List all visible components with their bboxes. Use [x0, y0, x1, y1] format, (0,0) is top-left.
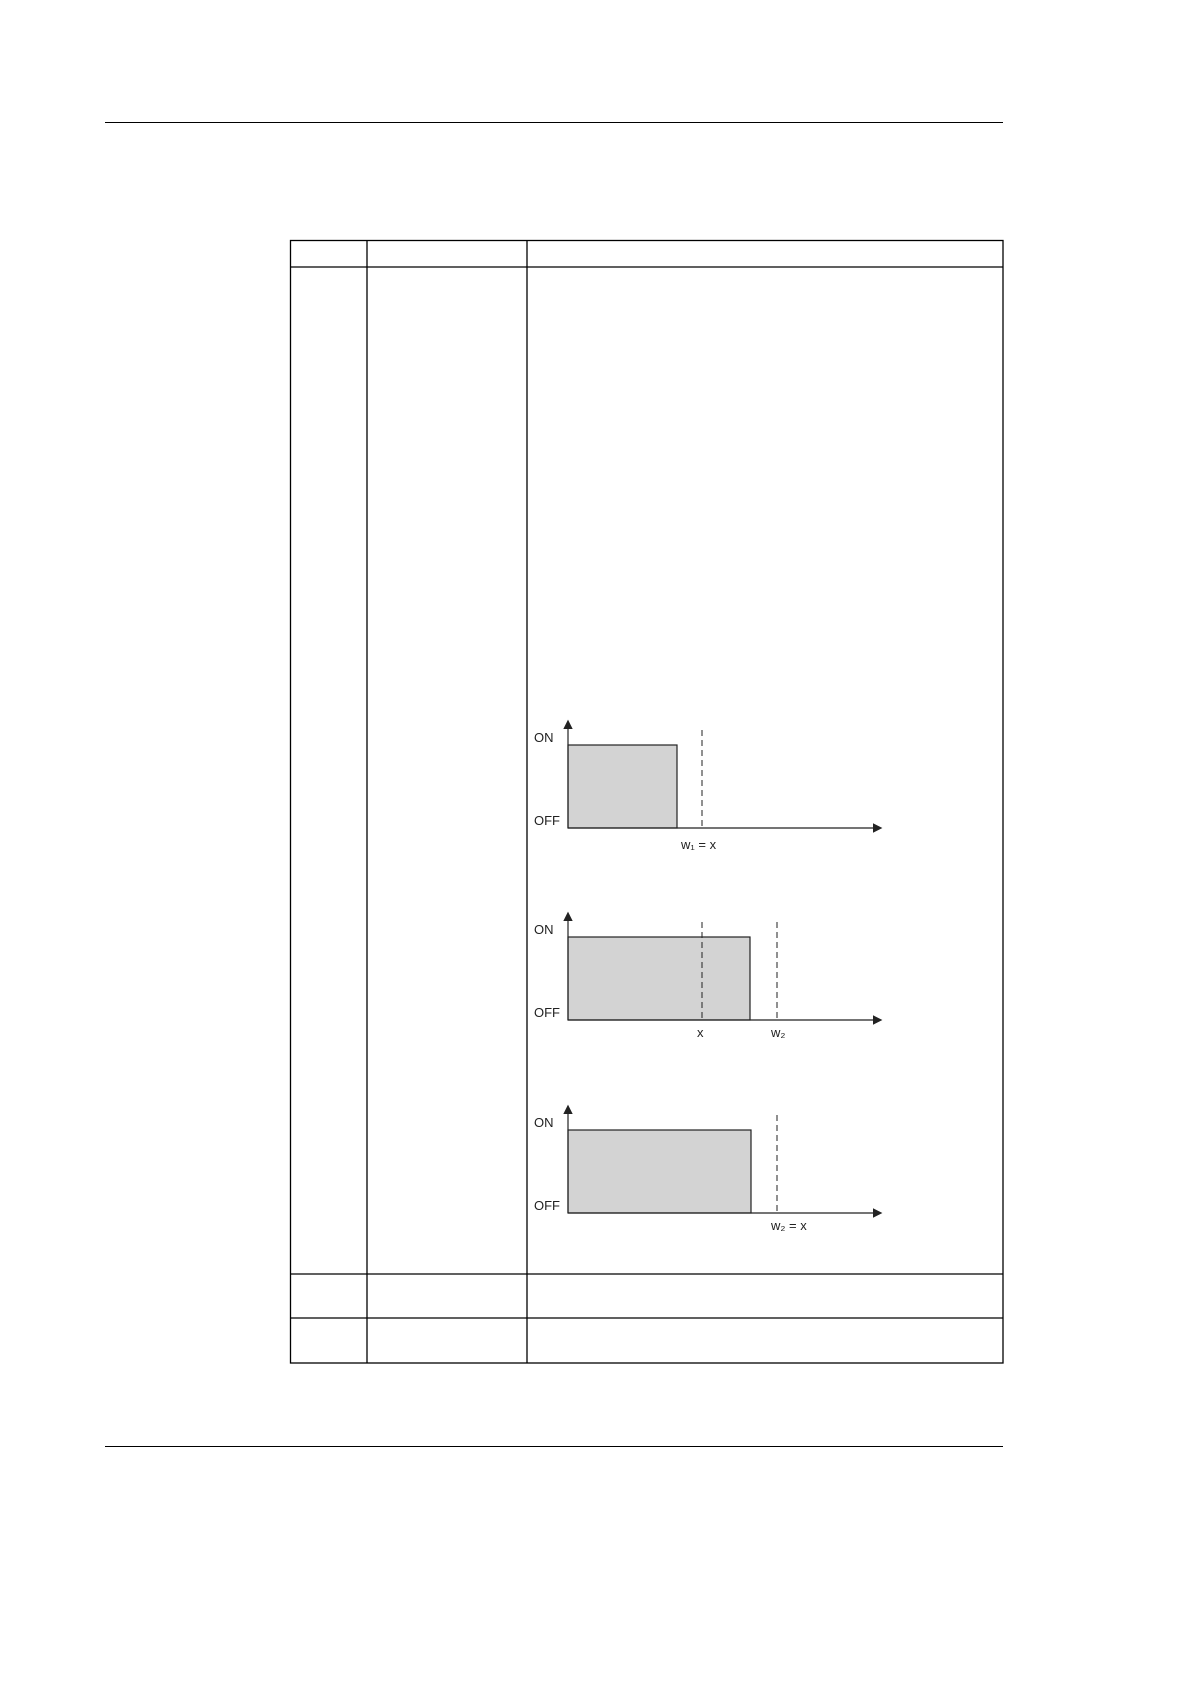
footer-rule — [105, 1446, 1003, 1447]
off-label: OFF — [534, 1198, 560, 1213]
on-label: ON — [534, 1115, 554, 1130]
table-border — [289, 239, 1004, 1364]
diagram-2: ON OFF x w₂ — [534, 911, 883, 1040]
w2-label: w₂ — [770, 1025, 785, 1040]
on-label: ON — [534, 922, 554, 937]
x-label: w₁ = x — [680, 837, 717, 852]
table — [289, 239, 1004, 1364]
diagram-1: ON OFF w₁ = x — [534, 719, 883, 852]
on-period-bar — [567, 1129, 752, 1214]
off-label: OFF — [534, 1005, 560, 1020]
off-label: OFF — [534, 813, 560, 828]
x-label: x — [697, 1025, 704, 1040]
x-label: w₂ = x — [770, 1218, 807, 1233]
on-period-bar — [567, 936, 751, 1021]
on-period-bar — [567, 744, 678, 829]
on-label: ON — [534, 730, 554, 745]
diagram-3: ON OFF w₂ = x — [534, 1104, 883, 1233]
header-rule — [105, 122, 1003, 123]
